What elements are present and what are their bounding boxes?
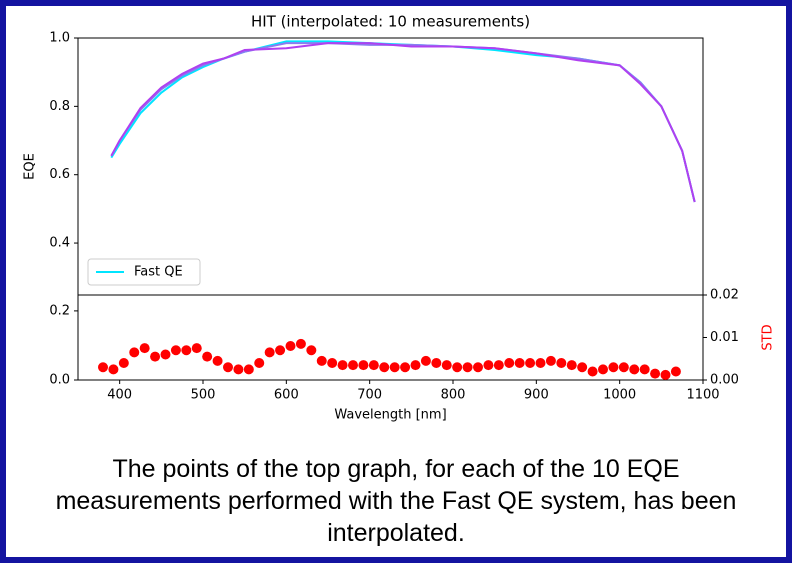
x-tick-label: 800 [441,388,466,403]
std-point [264,347,275,358]
std-point [212,355,223,366]
y-axis-label: EQE [23,153,38,180]
std-point [525,358,536,368]
std-point [556,358,567,368]
chart-title: HIT (interpolated: 10 measurements) [251,13,530,31]
std-point [306,345,317,356]
std-point [535,358,546,368]
std-point [223,362,233,373]
std-point [441,360,452,371]
y2-tick-label: 0.02 [710,288,739,303]
std-point [545,355,556,366]
std-point [452,362,463,373]
std-point [514,358,525,368]
std-point [639,364,650,375]
x-tick-label: 1100 [686,388,719,403]
std-point [295,338,306,349]
std-point [202,351,213,362]
std-point [379,362,390,373]
std-point [139,343,150,354]
y-tick-label: 0.6 [49,167,70,182]
std-point [118,358,129,368]
y-tick-label: 1.0 [49,31,70,46]
std-point [504,358,515,368]
std-point [420,355,431,366]
y-tick-label: 0.8 [49,99,70,114]
y2-tick-label: 0.01 [710,330,739,345]
std-point [181,345,192,356]
std-point [358,360,369,371]
eqe-line [110,42,696,203]
x-tick-label: 400 [107,388,132,403]
std-point [618,362,629,373]
std-point [243,364,254,375]
x-tick-label: 900 [524,388,549,403]
x-tick-label: 500 [191,388,216,403]
std-point [129,347,140,358]
std-point [493,360,504,371]
std-point [327,358,338,368]
std-point [566,360,577,371]
std-point [150,351,161,362]
std-point [98,362,108,373]
std-point [348,360,358,371]
y-tick-label: 0.0 [49,373,70,388]
std-point [483,360,494,371]
std-point [670,366,681,377]
std-point [629,364,640,375]
std-point [108,364,119,375]
chart: 0.4 0.6 0.8 1.0 HIT (interpolated: 10 measur… [23,13,776,423]
std-point [233,364,244,375]
plot-frame [77,37,704,296]
std-point [650,368,661,379]
y-tick-label: 0.4 [49,236,70,251]
std-point [254,358,265,368]
std-point [337,360,348,371]
std-point [275,345,286,356]
legend-label: Fast QE [134,265,183,280]
std-point [410,360,421,371]
x-tick-label: 1000 [603,388,636,403]
x-tick-label: 600 [274,388,299,403]
std-point [170,345,181,356]
std-point [191,343,202,354]
std-point [389,362,400,373]
x-tick-label: 700 [357,388,382,403]
std-point [400,362,411,373]
eqe-line [110,42,696,203]
std-point [431,358,442,368]
std-point [368,360,379,371]
std-point [608,362,619,373]
x-axis-label: Wavelength [nm] [334,408,446,423]
std-point [160,349,171,360]
y2-tick-label: 0.00 [710,373,739,388]
y-tick-label: 0.2 [49,303,70,318]
std-point [473,362,483,373]
caption: The points of the top graph, for each of… [55,455,737,547]
std-point [660,369,671,380]
std-point [587,366,598,377]
std-point [462,362,473,373]
legend-box [87,258,201,286]
std-point [316,355,327,366]
std-point [598,364,608,375]
std-point [577,362,588,373]
y2-axis-label: STD [761,324,776,350]
std-point [285,341,296,351]
